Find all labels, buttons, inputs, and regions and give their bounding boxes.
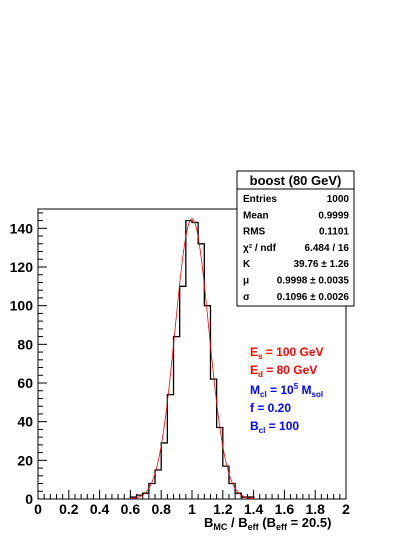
stats-box-rows: Entries 1000 Mean 0.9999 RMS 0.1101 χ² / ndf 6.… <box>243 194 349 303</box>
y-tick-label: 40 <box>17 414 33 430</box>
x-tick-label: 1 <box>188 501 196 517</box>
stats-row-value: 0.1096 ± 0.0026 <box>277 292 350 303</box>
parameter-annotations: Es = 100 GeV Ed = 80 GeV Mcl = 105 Msol … <box>250 345 324 435</box>
y-tick-label: 60 <box>17 375 33 391</box>
axis-ticks <box>37 212 347 500</box>
y-tick-label: 20 <box>17 452 33 468</box>
histogram-bin <box>198 244 204 499</box>
x-tick-label: 1.2 <box>213 501 233 517</box>
annotation-mcl: Mcl = 105 Msol <box>250 382 323 399</box>
histogram-bin <box>229 484 235 499</box>
annotation-f: f = 0.20 <box>250 401 291 415</box>
histogram-bin <box>155 470 161 499</box>
x-tick-label: 1.4 <box>244 501 264 517</box>
y-tick-labels: 0 20 40 60 80 100 120 140 <box>10 220 34 507</box>
x-tick-label: 0.2 <box>59 501 79 517</box>
x-tick-label: 0.4 <box>90 501 110 517</box>
stats-row-label: χ² / ndf <box>243 243 277 254</box>
x-tick-label: 1.8 <box>305 501 325 517</box>
stats-row-value: 1000 <box>327 194 350 205</box>
stats-row-value: 0.1101 <box>319 227 349 238</box>
x-tick-label: 0.8 <box>151 501 171 517</box>
stats-row-label: Mean <box>243 210 269 221</box>
x-tick-label: 1.6 <box>275 501 295 517</box>
x-tick-label: 2 <box>342 501 350 517</box>
y-tick-label: 80 <box>17 336 33 352</box>
stats-row-value: 0.9998 ± 0.0035 <box>277 276 350 287</box>
annotation-es: Es = 100 GeV <box>250 345 324 361</box>
y-tick-label: 140 <box>10 220 34 236</box>
stats-row-label: RMS <box>243 227 266 238</box>
stats-row-label: Entries <box>243 194 277 205</box>
histogram-bin <box>186 221 192 499</box>
stats-row-label: μ <box>243 276 249 287</box>
histogram-outline <box>129 219 255 499</box>
stats-row-label: σ <box>243 292 250 303</box>
x-tick-label: 0 <box>34 501 42 517</box>
x-tick-label: 0.6 <box>121 501 141 517</box>
histogram-bin <box>167 395 173 499</box>
annotation-ed: Ed = 80 GeV <box>250 363 317 379</box>
stats-row-value: 39.76 ± 1.26 <box>293 259 349 270</box>
y-tick-label: 120 <box>10 259 34 275</box>
histogram-bin <box>174 337 180 499</box>
histogram-bin <box>161 443 167 499</box>
histogram-bins <box>130 221 253 499</box>
stats-box-frame <box>236 170 355 307</box>
stats-row-value: 6.484 / 16 <box>305 243 350 254</box>
x-axis-label: BMC / Beff (Beff = 20.5) <box>204 515 331 532</box>
y-tick-label: 100 <box>10 298 34 314</box>
stats-row-label: K <box>243 259 251 270</box>
stats-box: boost (80 GeV) Entries 1000 Mean 0.9999 RMS 0… <box>236 170 355 307</box>
stats-box-title: boost (80 GeV) <box>250 173 342 188</box>
y-tick-label: 0 <box>25 491 33 507</box>
annotation-bcl: Bcl = 100 <box>250 419 299 435</box>
gaussian-fit-curve <box>130 218 254 500</box>
x-tick-labels: 0 0.2 0.4 0.6 0.8 1 1.2 1.4 1.6 1.8 2 <box>34 501 350 517</box>
histogram-bin <box>180 286 186 499</box>
histogram-bin <box>192 223 198 499</box>
stats-row-value: 0.9999 <box>318 210 349 221</box>
